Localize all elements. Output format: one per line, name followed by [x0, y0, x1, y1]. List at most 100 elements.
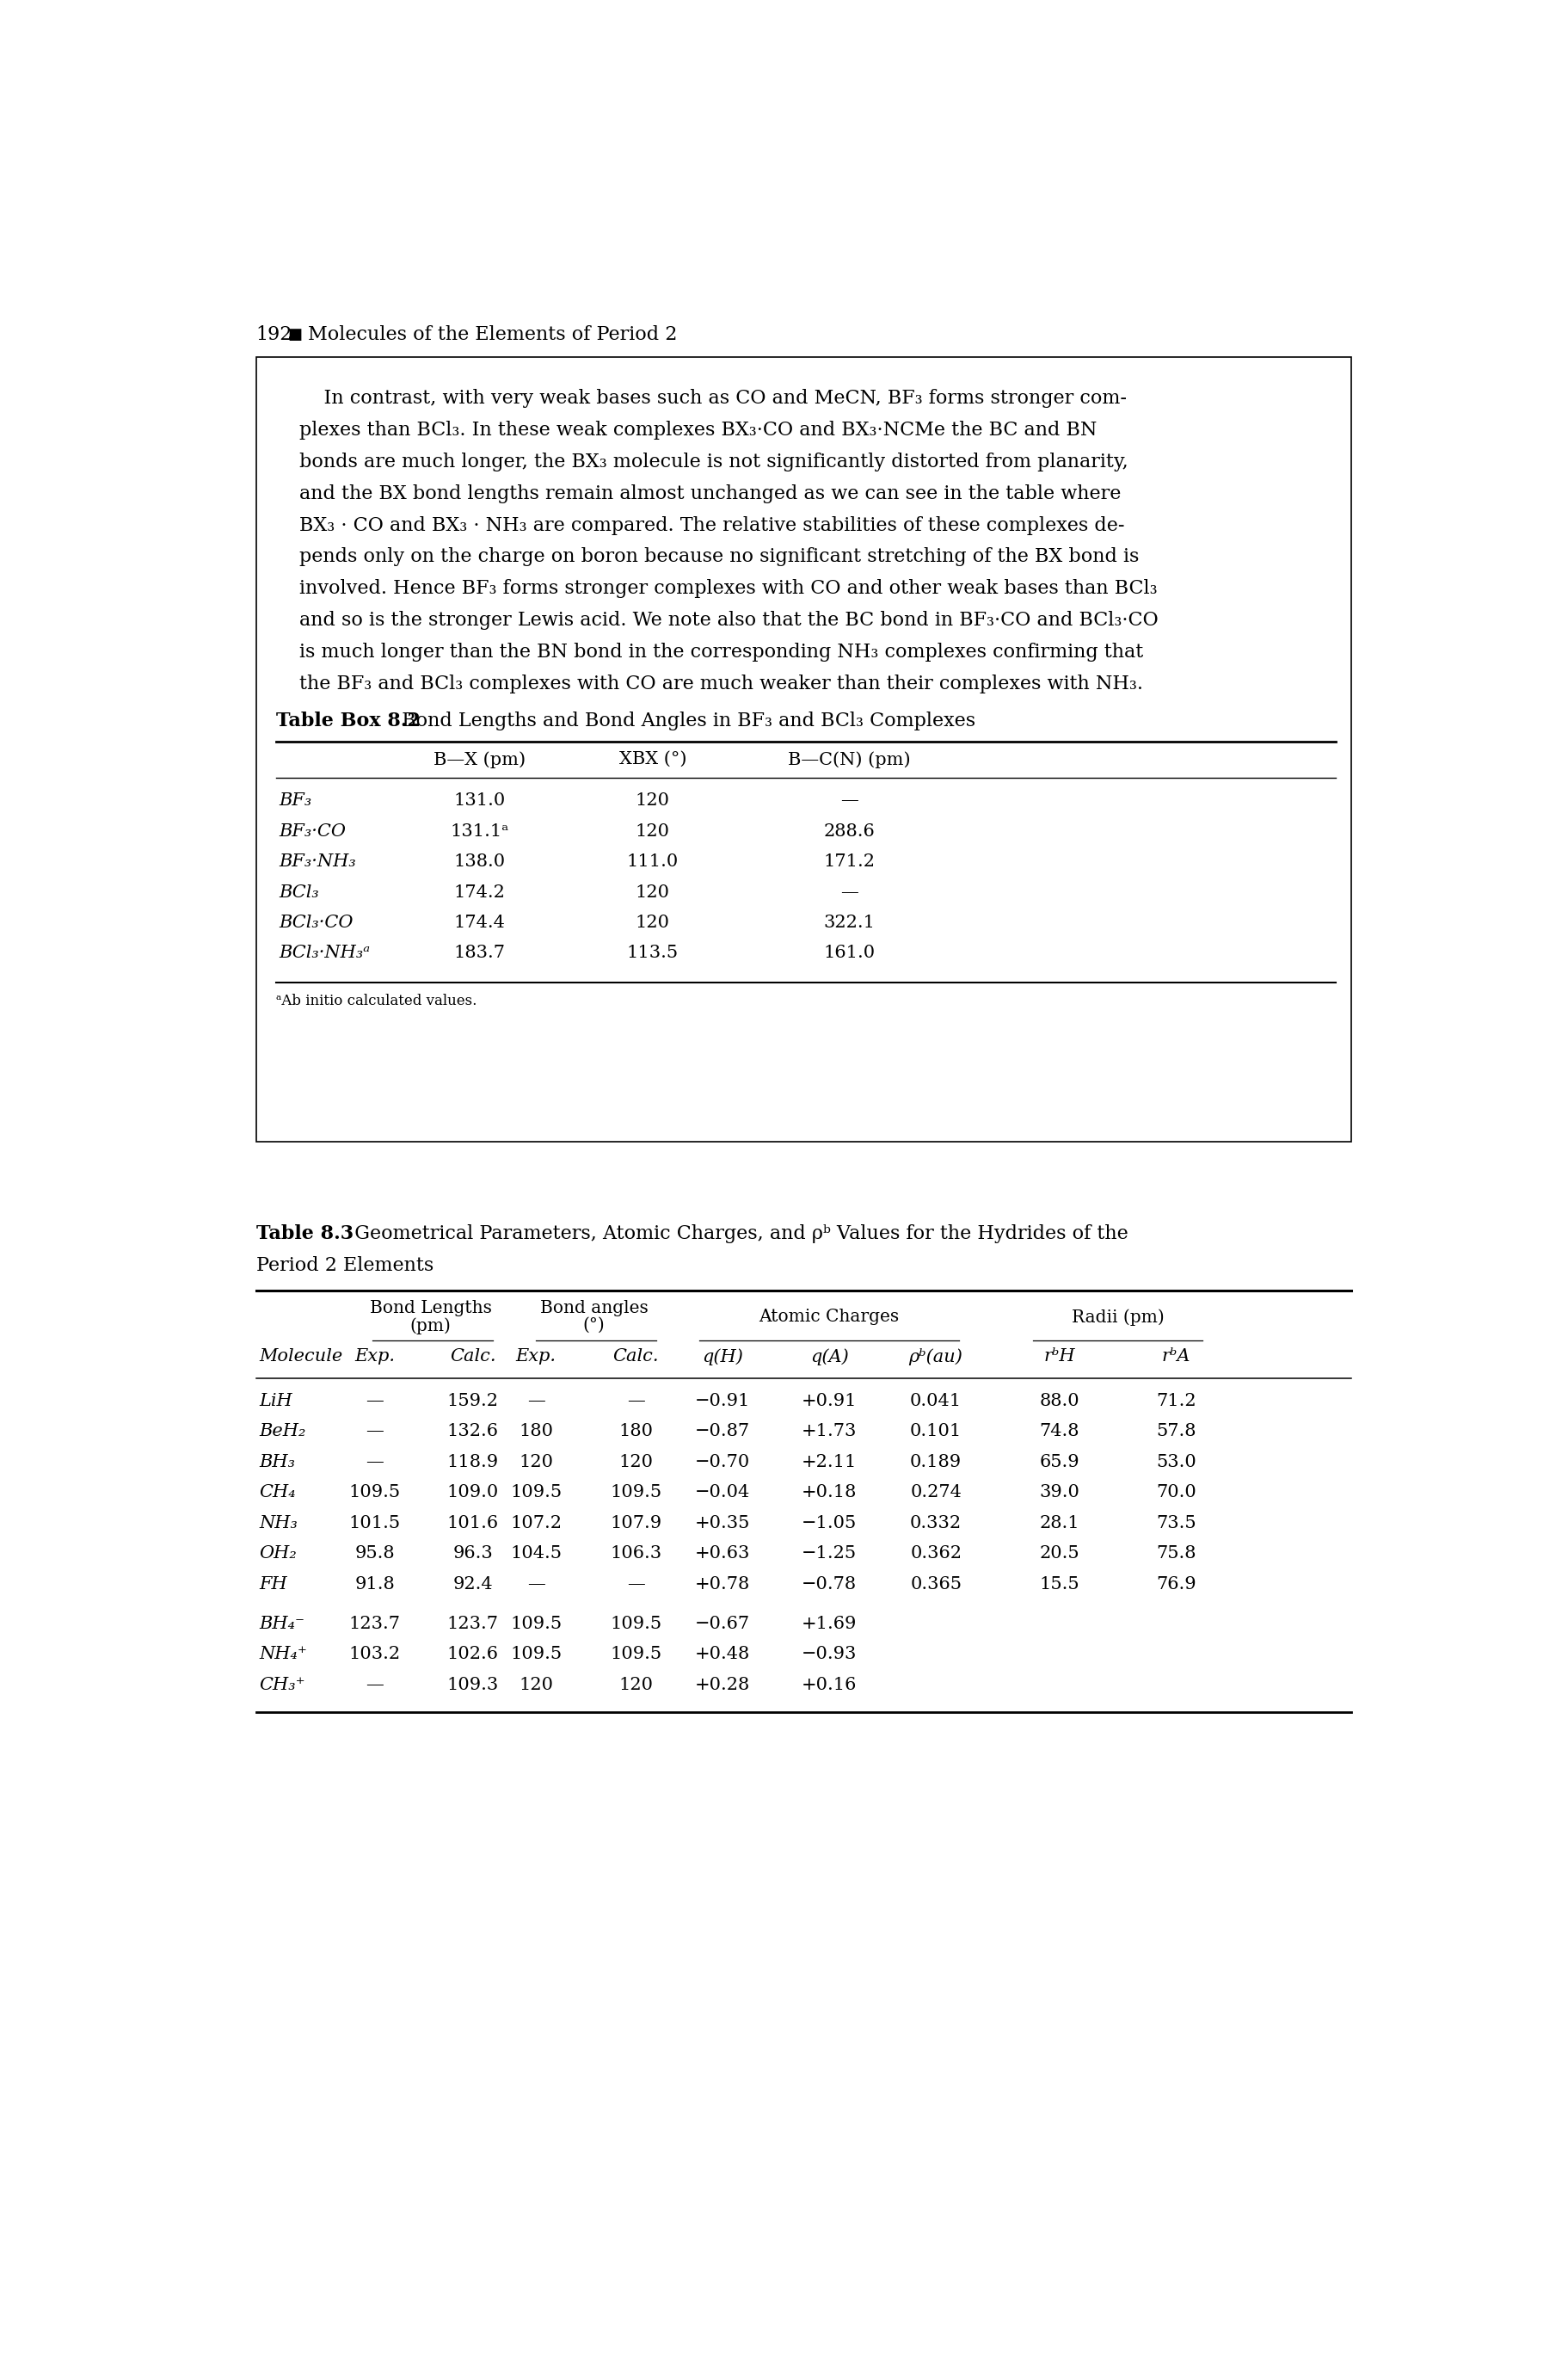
- Text: +0.48: +0.48: [695, 1647, 750, 1663]
- Text: Table 8.3: Table 8.3: [256, 1226, 353, 1245]
- Text: 39.0: 39.0: [1040, 1483, 1079, 1500]
- Text: LiH: LiH: [259, 1394, 293, 1410]
- Text: 101.5: 101.5: [348, 1514, 400, 1531]
- Text: +0.63: +0.63: [695, 1545, 751, 1562]
- Text: is much longer than the BN bond in the corresponding NH₃ complexes confirming th: is much longer than the BN bond in the c…: [299, 644, 1143, 662]
- Text: 109.5: 109.5: [510, 1616, 561, 1633]
- Text: 109.3: 109.3: [447, 1677, 499, 1692]
- Text: 120: 120: [619, 1453, 654, 1469]
- Text: 91.8: 91.8: [354, 1576, 395, 1592]
- Text: 183.7: 183.7: [453, 944, 505, 961]
- Text: Atomic Charges: Atomic Charges: [759, 1308, 900, 1325]
- Text: BCl₃·CO: BCl₃·CO: [279, 916, 354, 930]
- Text: 109.5: 109.5: [610, 1616, 662, 1633]
- Text: Molecule: Molecule: [259, 1349, 343, 1365]
- Text: (pm): (pm): [411, 1318, 452, 1334]
- Text: 171.2: 171.2: [823, 854, 875, 871]
- Text: Bond angles: Bond angles: [539, 1301, 648, 1315]
- Text: and the BX bond lengths remain almost unchanged as we can see in the table where: and the BX bond lengths remain almost un…: [299, 485, 1121, 504]
- Text: bonds are much longer, the BX₃ molecule is not significantly distorted from plan: bonds are much longer, the BX₃ molecule …: [299, 452, 1129, 471]
- Text: 132.6: 132.6: [447, 1424, 499, 1441]
- Text: BF₃: BF₃: [279, 793, 312, 809]
- Text: 180: 180: [619, 1424, 654, 1441]
- Text: Bond Lengths: Bond Lengths: [370, 1301, 492, 1315]
- Text: 109.5: 109.5: [510, 1647, 561, 1663]
- Text: 123.7: 123.7: [348, 1616, 400, 1633]
- Text: Bond Lengths and Bond Angles in BF₃ and BCl₃ Complexes: Bond Lengths and Bond Angles in BF₃ and …: [389, 712, 975, 731]
- Text: 109.5: 109.5: [610, 1647, 662, 1663]
- Text: Radii (pm): Radii (pm): [1071, 1308, 1163, 1325]
- Text: −1.05: −1.05: [801, 1514, 856, 1531]
- Text: CH₄: CH₄: [259, 1483, 296, 1500]
- Text: BF₃·NH₃: BF₃·NH₃: [279, 854, 356, 871]
- Text: —: —: [840, 885, 858, 901]
- Text: 57.8: 57.8: [1156, 1424, 1196, 1441]
- Text: +0.35: +0.35: [695, 1514, 751, 1531]
- Text: 322.1: 322.1: [823, 916, 875, 930]
- Text: —: —: [527, 1394, 546, 1410]
- Text: 15.5: 15.5: [1040, 1576, 1079, 1592]
- Text: −0.87: −0.87: [695, 1424, 750, 1441]
- Text: 0.041: 0.041: [909, 1394, 961, 1410]
- Text: 120: 120: [519, 1453, 554, 1469]
- Text: −0.78: −0.78: [801, 1576, 856, 1592]
- Text: 131.0: 131.0: [453, 793, 505, 809]
- Text: NH₃: NH₃: [259, 1514, 298, 1531]
- Text: 109.5: 109.5: [348, 1483, 400, 1500]
- Text: −1.25: −1.25: [801, 1545, 856, 1562]
- Text: BeH₂: BeH₂: [259, 1424, 306, 1441]
- Text: 192: 192: [256, 324, 293, 343]
- Text: —: —: [627, 1394, 644, 1410]
- Text: —: —: [365, 1424, 384, 1441]
- Text: +1.73: +1.73: [801, 1424, 858, 1441]
- Text: 0.332: 0.332: [909, 1514, 961, 1531]
- Text: ᵃAb initio calculated values.: ᵃAb initio calculated values.: [276, 994, 477, 1008]
- Text: 101.6: 101.6: [447, 1514, 499, 1531]
- Text: Calc.: Calc.: [450, 1349, 495, 1365]
- Text: +2.11: +2.11: [801, 1453, 858, 1469]
- Text: 70.0: 70.0: [1156, 1483, 1196, 1500]
- Text: FH: FH: [259, 1576, 287, 1592]
- Text: and so is the stronger Lewis acid. We note also that the BC bond in BF₃·CO and B: and so is the stronger Lewis acid. We no…: [299, 610, 1159, 629]
- Text: NH₄⁺: NH₄⁺: [259, 1647, 307, 1663]
- Text: 111.0: 111.0: [627, 854, 679, 871]
- Text: plexes than BCl₃. In these weak complexes BX₃·CO and BX₃·NCMe the BC and BN: plexes than BCl₃. In these weak complexe…: [299, 421, 1098, 440]
- Text: —: —: [365, 1394, 384, 1410]
- Text: 118.9: 118.9: [447, 1453, 499, 1469]
- Text: 102.6: 102.6: [447, 1647, 499, 1663]
- Text: 109.0: 109.0: [447, 1483, 499, 1500]
- Text: +1.69: +1.69: [801, 1616, 858, 1633]
- Text: rᵇA: rᵇA: [1162, 1349, 1190, 1365]
- Text: 180: 180: [519, 1424, 554, 1441]
- Text: −0.93: −0.93: [801, 1647, 858, 1663]
- Text: 0.101: 0.101: [909, 1424, 961, 1441]
- Bar: [256, 357, 1352, 1143]
- Text: 174.2: 174.2: [453, 885, 505, 901]
- Text: 123.7: 123.7: [447, 1616, 499, 1633]
- Text: —: —: [627, 1576, 644, 1592]
- Text: +0.91: +0.91: [801, 1394, 858, 1410]
- Text: 104.5: 104.5: [510, 1545, 561, 1562]
- Text: 71.2: 71.2: [1156, 1394, 1196, 1410]
- Text: BH₄⁻: BH₄⁻: [259, 1616, 304, 1633]
- Text: OH₂: OH₂: [259, 1545, 296, 1562]
- Text: 28.1: 28.1: [1040, 1514, 1079, 1531]
- Text: 109.5: 109.5: [510, 1483, 561, 1500]
- Text: 120: 120: [635, 823, 670, 840]
- Text: 0.365: 0.365: [909, 1576, 961, 1592]
- Text: the BF₃ and BCl₃ complexes with CO are much weaker than their complexes with NH₃: the BF₃ and BCl₃ complexes with CO are m…: [299, 674, 1143, 693]
- Text: Period 2 Elements: Period 2 Elements: [256, 1256, 433, 1275]
- Text: In contrast, with very weak bases such as CO and MeCN, BF₃ forms stronger com-: In contrast, with very weak bases such a…: [299, 388, 1127, 407]
- Text: 103.2: 103.2: [348, 1647, 400, 1663]
- Text: XBX (°): XBX (°): [619, 750, 687, 767]
- Text: 0.189: 0.189: [909, 1453, 961, 1469]
- Text: ρᵇ(au): ρᵇ(au): [909, 1349, 963, 1365]
- Text: 65.9: 65.9: [1040, 1453, 1079, 1469]
- Text: (°): (°): [583, 1318, 605, 1334]
- Text: 120: 120: [519, 1677, 554, 1692]
- Text: 120: 120: [619, 1677, 654, 1692]
- Text: 53.0: 53.0: [1156, 1453, 1196, 1469]
- Text: Exp.: Exp.: [354, 1349, 395, 1365]
- Text: 88.0: 88.0: [1040, 1394, 1079, 1410]
- Text: 92.4: 92.4: [453, 1576, 492, 1592]
